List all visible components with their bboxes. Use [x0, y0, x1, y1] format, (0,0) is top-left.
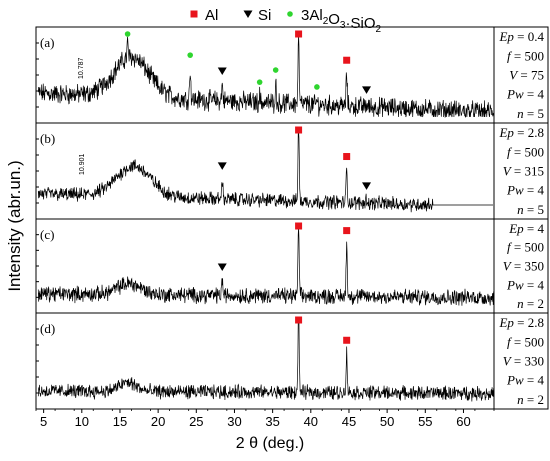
x-tick-label: 55 — [418, 414, 432, 429]
param-ep: Ep = 4 — [508, 221, 544, 236]
params-box — [493, 312, 549, 410]
param-v: V = 330 — [503, 354, 544, 369]
param-f: f = 500 — [507, 240, 544, 255]
param-ep: Ep = 2.8 — [498, 125, 544, 140]
legend-label: Al — [205, 7, 218, 24]
phase-marker-mullite — [256, 79, 263, 85]
panel-a: (a) 10.787 Ep = 0.4 f = 500 V = 75 Pw = 4 n = … — [35, 26, 549, 124]
peak-annotation: 10.901 — [79, 153, 86, 175]
phase-marker-Al — [343, 336, 351, 344]
x-tick-label: 40 — [304, 414, 318, 429]
phase-marker-mullite — [124, 31, 131, 37]
param-pw: Pw = 4 — [506, 87, 544, 102]
x-tick-label: 50 — [380, 414, 394, 429]
xrd-pattern — [37, 227, 495, 306]
x-tick-label: 35 — [265, 414, 279, 429]
legend-marker-triangle-down — [243, 10, 253, 18]
param-n: n = 2 — [517, 296, 544, 311]
x-tick-label: 30 — [227, 414, 241, 429]
param-v: V = 350 — [503, 259, 544, 274]
legend-label: 3Al2O3·SiO2 — [301, 7, 381, 35]
panel-label: (b) — [40, 131, 55, 146]
phase-marker-mullite — [272, 67, 279, 73]
phase-marker-Al — [295, 126, 303, 134]
param-ep: Ep = 0.4 — [498, 29, 544, 44]
param-pw: Pw = 4 — [506, 277, 544, 292]
phase-marker-Al — [343, 153, 351, 161]
chart-panels: (a) 10.787 Ep = 0.4 f = 500 V = 75 Pw = 4 n = … — [35, 26, 549, 410]
phase-marker-mullite — [187, 52, 193, 58]
param-pw: Pw = 4 — [506, 183, 544, 198]
panel-b: (b) 10.901 Ep = 2.8 f = 500 V = 315 Pw = 4 n =… — [35, 122, 549, 220]
phase-marker-Si — [217, 263, 227, 271]
param-f: f = 500 — [507, 334, 544, 349]
param-f: f = 500 — [507, 144, 544, 159]
peak-annotation: 10.787 — [78, 57, 85, 79]
x-tick-label: 25 — [189, 414, 203, 429]
phase-marker-Al — [295, 316, 303, 324]
x-tick-label: 5 — [40, 414, 47, 429]
phase-marker-Al — [343, 227, 351, 235]
phase-marker-Si — [217, 67, 227, 76]
x-axis: 5 10 15 20 25 30 35 40 45 50 55 60 — [35, 409, 495, 429]
phase-marker-Si — [362, 182, 372, 190]
panel-label: (a) — [40, 35, 54, 50]
param-f: f = 500 — [507, 48, 544, 63]
phase-marker-mullite — [314, 84, 320, 90]
phase-marker-Al — [343, 56, 351, 64]
x-tick-label: 10 — [75, 414, 89, 429]
legend-marker-square — [190, 10, 198, 18]
param-v: V = 315 — [503, 164, 544, 179]
xrd-pattern — [37, 35, 495, 119]
phase-marker-Al — [295, 30, 303, 38]
panel-label: (d) — [40, 321, 55, 336]
phase-marker-Si — [362, 86, 372, 94]
param-n: n = 5 — [517, 202, 544, 217]
y-axis-title: Intensity (abr.un.) — [5, 160, 24, 291]
x-axis-title: 2 θ (deg.) — [236, 435, 304, 452]
panel-d: (d) Ep = 2.8 f = 500 V = 330 Pw = 4 n = 2 — [35, 312, 549, 410]
xrd-pattern — [37, 320, 495, 402]
legend-marker-circle — [287, 11, 293, 17]
param-ep: Ep = 2.8 — [498, 315, 544, 330]
param-n: n = 2 — [517, 392, 544, 407]
x-tick-label: 20 — [151, 414, 165, 429]
legend-label: Si — [258, 7, 271, 24]
panel-c: (c) Ep = 4 f = 500 V = 350 Pw = 4 n = 2 — [35, 218, 549, 314]
xrd-pattern — [37, 131, 493, 213]
x-tick-label: 45 — [342, 414, 356, 429]
x-tick-label: 60 — [456, 414, 470, 429]
param-pw: Pw = 4 — [506, 373, 544, 388]
phase-marker-Si — [217, 162, 227, 170]
x-tick-label: 15 — [113, 414, 127, 429]
param-n: n = 5 — [517, 106, 544, 121]
phase-marker-Al — [295, 222, 303, 230]
panel-label: (c) — [40, 227, 54, 242]
legend: Al Si 3Al2O3·SiO2 — [190, 7, 381, 35]
param-v: V = 75 — [509, 68, 544, 83]
